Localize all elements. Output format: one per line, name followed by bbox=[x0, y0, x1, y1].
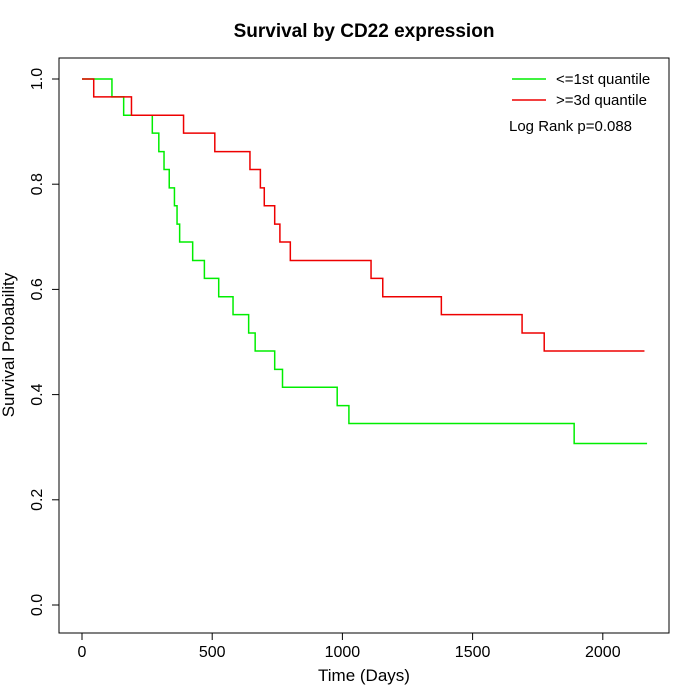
y-tick-label: 0.2 bbox=[29, 489, 46, 511]
y-tick-label: 0.8 bbox=[29, 173, 46, 195]
legend-label-high: >=3d quantile bbox=[556, 92, 647, 109]
series-layer bbox=[82, 78, 648, 445]
plot-frame bbox=[58, 57, 670, 634]
legend: <=1st quantile >=3d quantile bbox=[512, 71, 650, 109]
x-tick-label: 0 bbox=[78, 644, 87, 661]
y-tick-label: 0.0 bbox=[29, 594, 46, 616]
x-axis-label: Time (Days) bbox=[318, 666, 410, 685]
y-tick-label: 0.4 bbox=[29, 383, 46, 405]
chart-title: Survival by CD22 expression bbox=[234, 21, 495, 42]
x-tick-label: 2000 bbox=[585, 644, 621, 661]
y-axis: 0.0 0.2 0.4 0.6 0.8 1.0 bbox=[29, 68, 60, 616]
y-axis-label: Survival Probability bbox=[0, 272, 18, 417]
survival-curve-high bbox=[82, 78, 645, 352]
x-tick-label: 1500 bbox=[455, 644, 491, 661]
x-tick-label: 500 bbox=[199, 644, 226, 661]
y-tick-label: 0.6 bbox=[29, 278, 46, 300]
legend-label-low: <=1st quantile bbox=[556, 71, 650, 88]
x-axis: 0 500 1000 1500 2000 bbox=[78, 632, 621, 661]
survival-curve-low bbox=[82, 78, 648, 445]
log-rank-annotation: Log Rank p=0.088 bbox=[509, 118, 632, 135]
x-tick-label: 1000 bbox=[325, 644, 361, 661]
y-tick-label: 1.0 bbox=[29, 68, 46, 90]
